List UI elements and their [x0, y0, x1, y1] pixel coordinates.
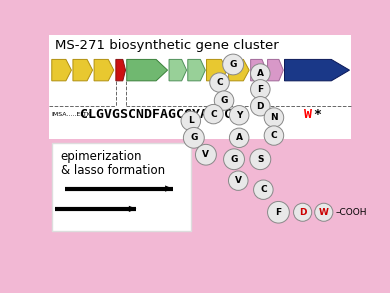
Ellipse shape — [294, 203, 312, 221]
Ellipse shape — [195, 144, 216, 165]
Text: A: A — [236, 133, 243, 142]
Ellipse shape — [223, 149, 245, 170]
Ellipse shape — [214, 91, 234, 110]
Text: F: F — [257, 85, 263, 94]
Text: A: A — [257, 69, 264, 78]
Polygon shape — [73, 59, 92, 81]
Text: W: W — [304, 108, 312, 121]
Polygon shape — [268, 59, 283, 81]
Text: F: F — [275, 208, 282, 217]
Ellipse shape — [250, 149, 271, 170]
Ellipse shape — [229, 105, 249, 125]
Text: epimerization: epimerization — [61, 150, 142, 163]
Ellipse shape — [229, 171, 248, 190]
Text: D: D — [299, 208, 307, 217]
Ellipse shape — [264, 108, 284, 127]
Ellipse shape — [223, 54, 244, 75]
Ellipse shape — [264, 126, 284, 145]
Ellipse shape — [181, 111, 200, 131]
Text: –COOH: –COOH — [336, 208, 367, 217]
Text: IMSA.....ELTK: IMSA.....ELTK — [52, 112, 92, 117]
Text: W: W — [319, 208, 329, 217]
Ellipse shape — [268, 201, 289, 223]
Ellipse shape — [210, 73, 229, 92]
Ellipse shape — [204, 104, 223, 124]
FancyBboxPatch shape — [52, 144, 191, 231]
Ellipse shape — [250, 64, 270, 83]
Text: MS-271 biosynthetic gene cluster: MS-271 biosynthetic gene cluster — [55, 39, 278, 52]
Polygon shape — [127, 59, 168, 81]
Text: V: V — [202, 150, 209, 159]
Polygon shape — [169, 59, 186, 81]
Polygon shape — [188, 59, 205, 81]
Text: C: C — [210, 110, 217, 119]
FancyArrow shape — [55, 206, 136, 212]
FancyBboxPatch shape — [49, 35, 351, 139]
Text: CLGVGSCNDFAGCGYAIVCF: CLGVGSCNDFAGCGYAIVCF — [80, 108, 241, 121]
Text: S: S — [257, 155, 264, 164]
Polygon shape — [94, 59, 114, 81]
Text: L: L — [188, 116, 194, 125]
Polygon shape — [207, 59, 227, 81]
Text: C: C — [260, 185, 267, 194]
Ellipse shape — [254, 180, 273, 200]
Ellipse shape — [250, 96, 270, 116]
Text: D: D — [257, 102, 264, 111]
Text: & lasso formation: & lasso formation — [61, 164, 165, 177]
Polygon shape — [229, 59, 249, 81]
Text: G: G — [190, 133, 197, 142]
Text: G: G — [220, 96, 228, 105]
Text: G: G — [230, 155, 238, 164]
Text: G: G — [229, 60, 237, 69]
Text: *: * — [313, 108, 321, 121]
Text: Y: Y — [236, 111, 242, 120]
Polygon shape — [52, 59, 71, 81]
Ellipse shape — [229, 128, 249, 147]
Ellipse shape — [183, 127, 204, 148]
Text: N: N — [270, 113, 278, 122]
Polygon shape — [251, 59, 266, 81]
Polygon shape — [285, 59, 349, 81]
Polygon shape — [116, 59, 126, 81]
Text: V: V — [235, 176, 242, 185]
Ellipse shape — [315, 203, 333, 221]
Ellipse shape — [250, 80, 270, 99]
Text: C: C — [216, 78, 223, 87]
Text: C: C — [271, 131, 277, 140]
FancyArrow shape — [66, 185, 173, 192]
